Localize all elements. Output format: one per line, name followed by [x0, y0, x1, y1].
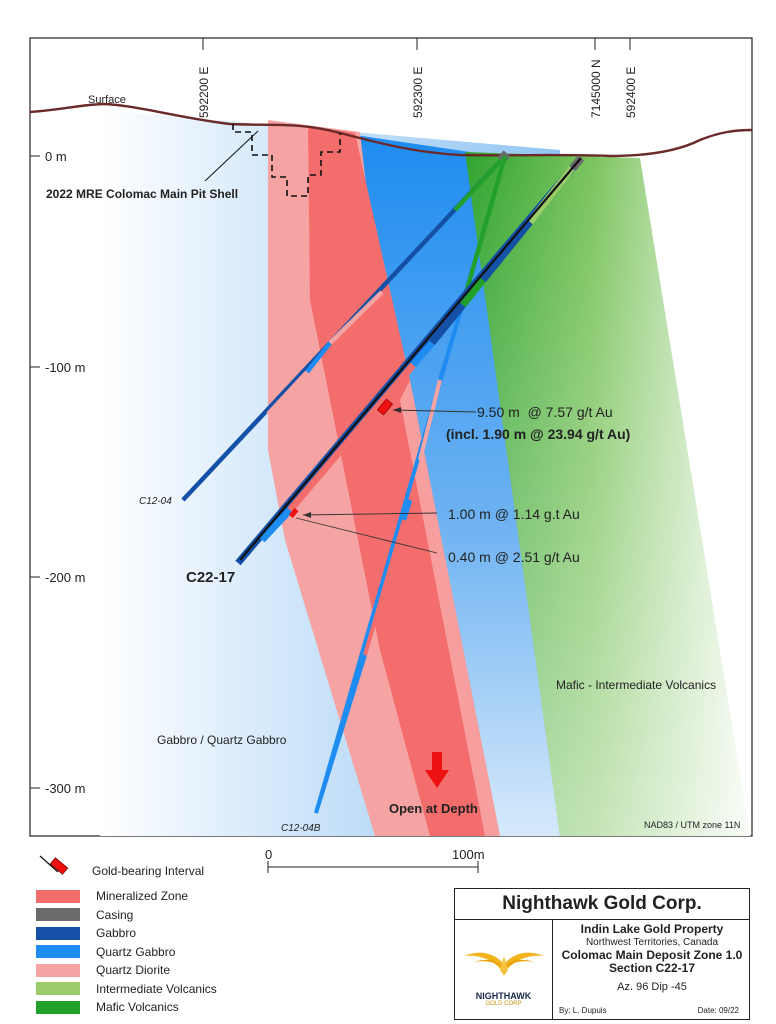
hole-label-c12-04b: C12-04B: [281, 823, 321, 834]
depth-label-0: 0 m: [45, 149, 67, 164]
legend-swatch: [36, 945, 80, 958]
hole-label-c12-04: C12-04: [139, 496, 172, 507]
open-at-depth-label: Open at Depth: [389, 801, 478, 816]
pit-shell-outline: [232, 124, 341, 197]
legend-label: Quartz Diorite: [96, 963, 171, 977]
surface-line: [29, 102, 753, 158]
label-mafic-intermediate: Mafic - Intermediate Volcanics: [556, 678, 716, 692]
label-gabbro-quartz-gabbro: Gabbro / Quartz Gabbro: [157, 733, 287, 747]
gold-interval-legend-icon: [49, 857, 69, 875]
title-info: Indin Lake Gold Property Northwest Terri…: [555, 923, 749, 994]
company-logo: NIGHTHAWK GOLD CORP: [455, 920, 553, 1019]
logo-name: NIGHTHAWK: [475, 991, 532, 1001]
logo-subtitle: GOLD CORP: [485, 1001, 522, 1007]
depth-label-300: -300 m: [45, 781, 85, 796]
gold-interval-1: [376, 398, 394, 416]
scale-bar: 0 100m: [265, 847, 485, 873]
northing-label: 7145000 N: [589, 59, 603, 118]
company-name: Nighthawk Gold Corp.: [455, 889, 749, 920]
date: Date: 09/22: [697, 1006, 739, 1015]
legend-swatch: [36, 908, 80, 921]
easting-label-3: 592400 E: [624, 67, 638, 118]
easting-label-1: 592200 E: [197, 67, 211, 118]
legend-label: Gabbro: [96, 926, 137, 940]
author: By: L. Dupuis: [559, 1006, 607, 1015]
legend-swatch: [36, 889, 80, 903]
intercept-3: 0.40 m @ 2.51 g/t Au: [448, 549, 580, 565]
legend-swatch: [36, 982, 80, 995]
title-block: Nighthawk Gold Corp. NIGHTHAWK GOLD CORP…: [454, 888, 750, 1020]
depth-label-200: -200 m: [45, 570, 85, 585]
geology-section: [100, 110, 750, 836]
intercept-leader-1: [392, 409, 477, 413]
legend-item: Mineralized Zone: [36, 888, 188, 904]
legend-label: Intermediate Volcanics: [96, 981, 217, 996]
hole-label-c22-17: C22-17: [186, 569, 235, 586]
legend-swatch: [36, 926, 80, 940]
datum-label: NAD83 / UTM zone 11N: [644, 820, 740, 830]
intercept-2: 1.00 m @ 1.14 g.t Au: [448, 506, 580, 522]
drillhole-c12-04: [181, 150, 511, 502]
gold-interval-2: [288, 507, 299, 518]
drillhole-c22-17: [235, 155, 585, 566]
legend-label: Casing: [96, 907, 134, 922]
property-name: Indin Lake Gold Property: [580, 922, 724, 936]
depth-label-100: -100 m: [45, 360, 85, 375]
legend-item: Quartz Diorite: [36, 962, 170, 978]
legend-gold-interval-label: Gold-bearing Interval: [92, 864, 204, 878]
scale-start-label: 0: [265, 847, 272, 862]
legend-label: Quartz Gabbro: [96, 944, 176, 959]
legend-swatch: [36, 963, 80, 977]
hawk-wings-icon: [463, 952, 544, 976]
legend-item: Intermediate Volcanics: [36, 981, 217, 997]
deposit-name: Colomac Main Deposit Zone 1.0: [561, 948, 743, 962]
legend-label: Mineralized Zone: [96, 889, 189, 903]
open-at-depth-arrow: [425, 752, 449, 788]
region: Northwest Territories, Canada: [585, 937, 719, 948]
scale-end-label: 100m: [452, 847, 485, 862]
surface-label: Surface: [88, 94, 126, 106]
legend-item: Mafic Volcanics: [36, 999, 179, 1015]
easting-label-2: 592300 E: [411, 67, 425, 118]
intercept-leader-3: [295, 517, 438, 554]
pit-shell-label: 2022 MRE Colomac Main Pit Shell: [46, 187, 238, 201]
legend-item: Gabbro: [36, 925, 136, 941]
legend-label: Mafic Volcanics: [96, 1000, 179, 1014]
intercept-leader-2: [302, 512, 438, 516]
intercept-1-incl: (incl. 1.90 m @ 23.94 g/t Au): [446, 426, 630, 442]
azimuth-dip: Az. 96 Dip -45: [617, 981, 687, 993]
section-name: Section C22-17: [608, 961, 696, 975]
legend-item: Casing: [36, 907, 133, 923]
legend-item: Quartz Gabbro: [36, 944, 175, 960]
pit-shell-leader: [204, 130, 259, 182]
intercept-1: 9.50 m @ 7.57 g/t Au: [477, 404, 613, 420]
legend-swatch: [36, 1000, 80, 1014]
